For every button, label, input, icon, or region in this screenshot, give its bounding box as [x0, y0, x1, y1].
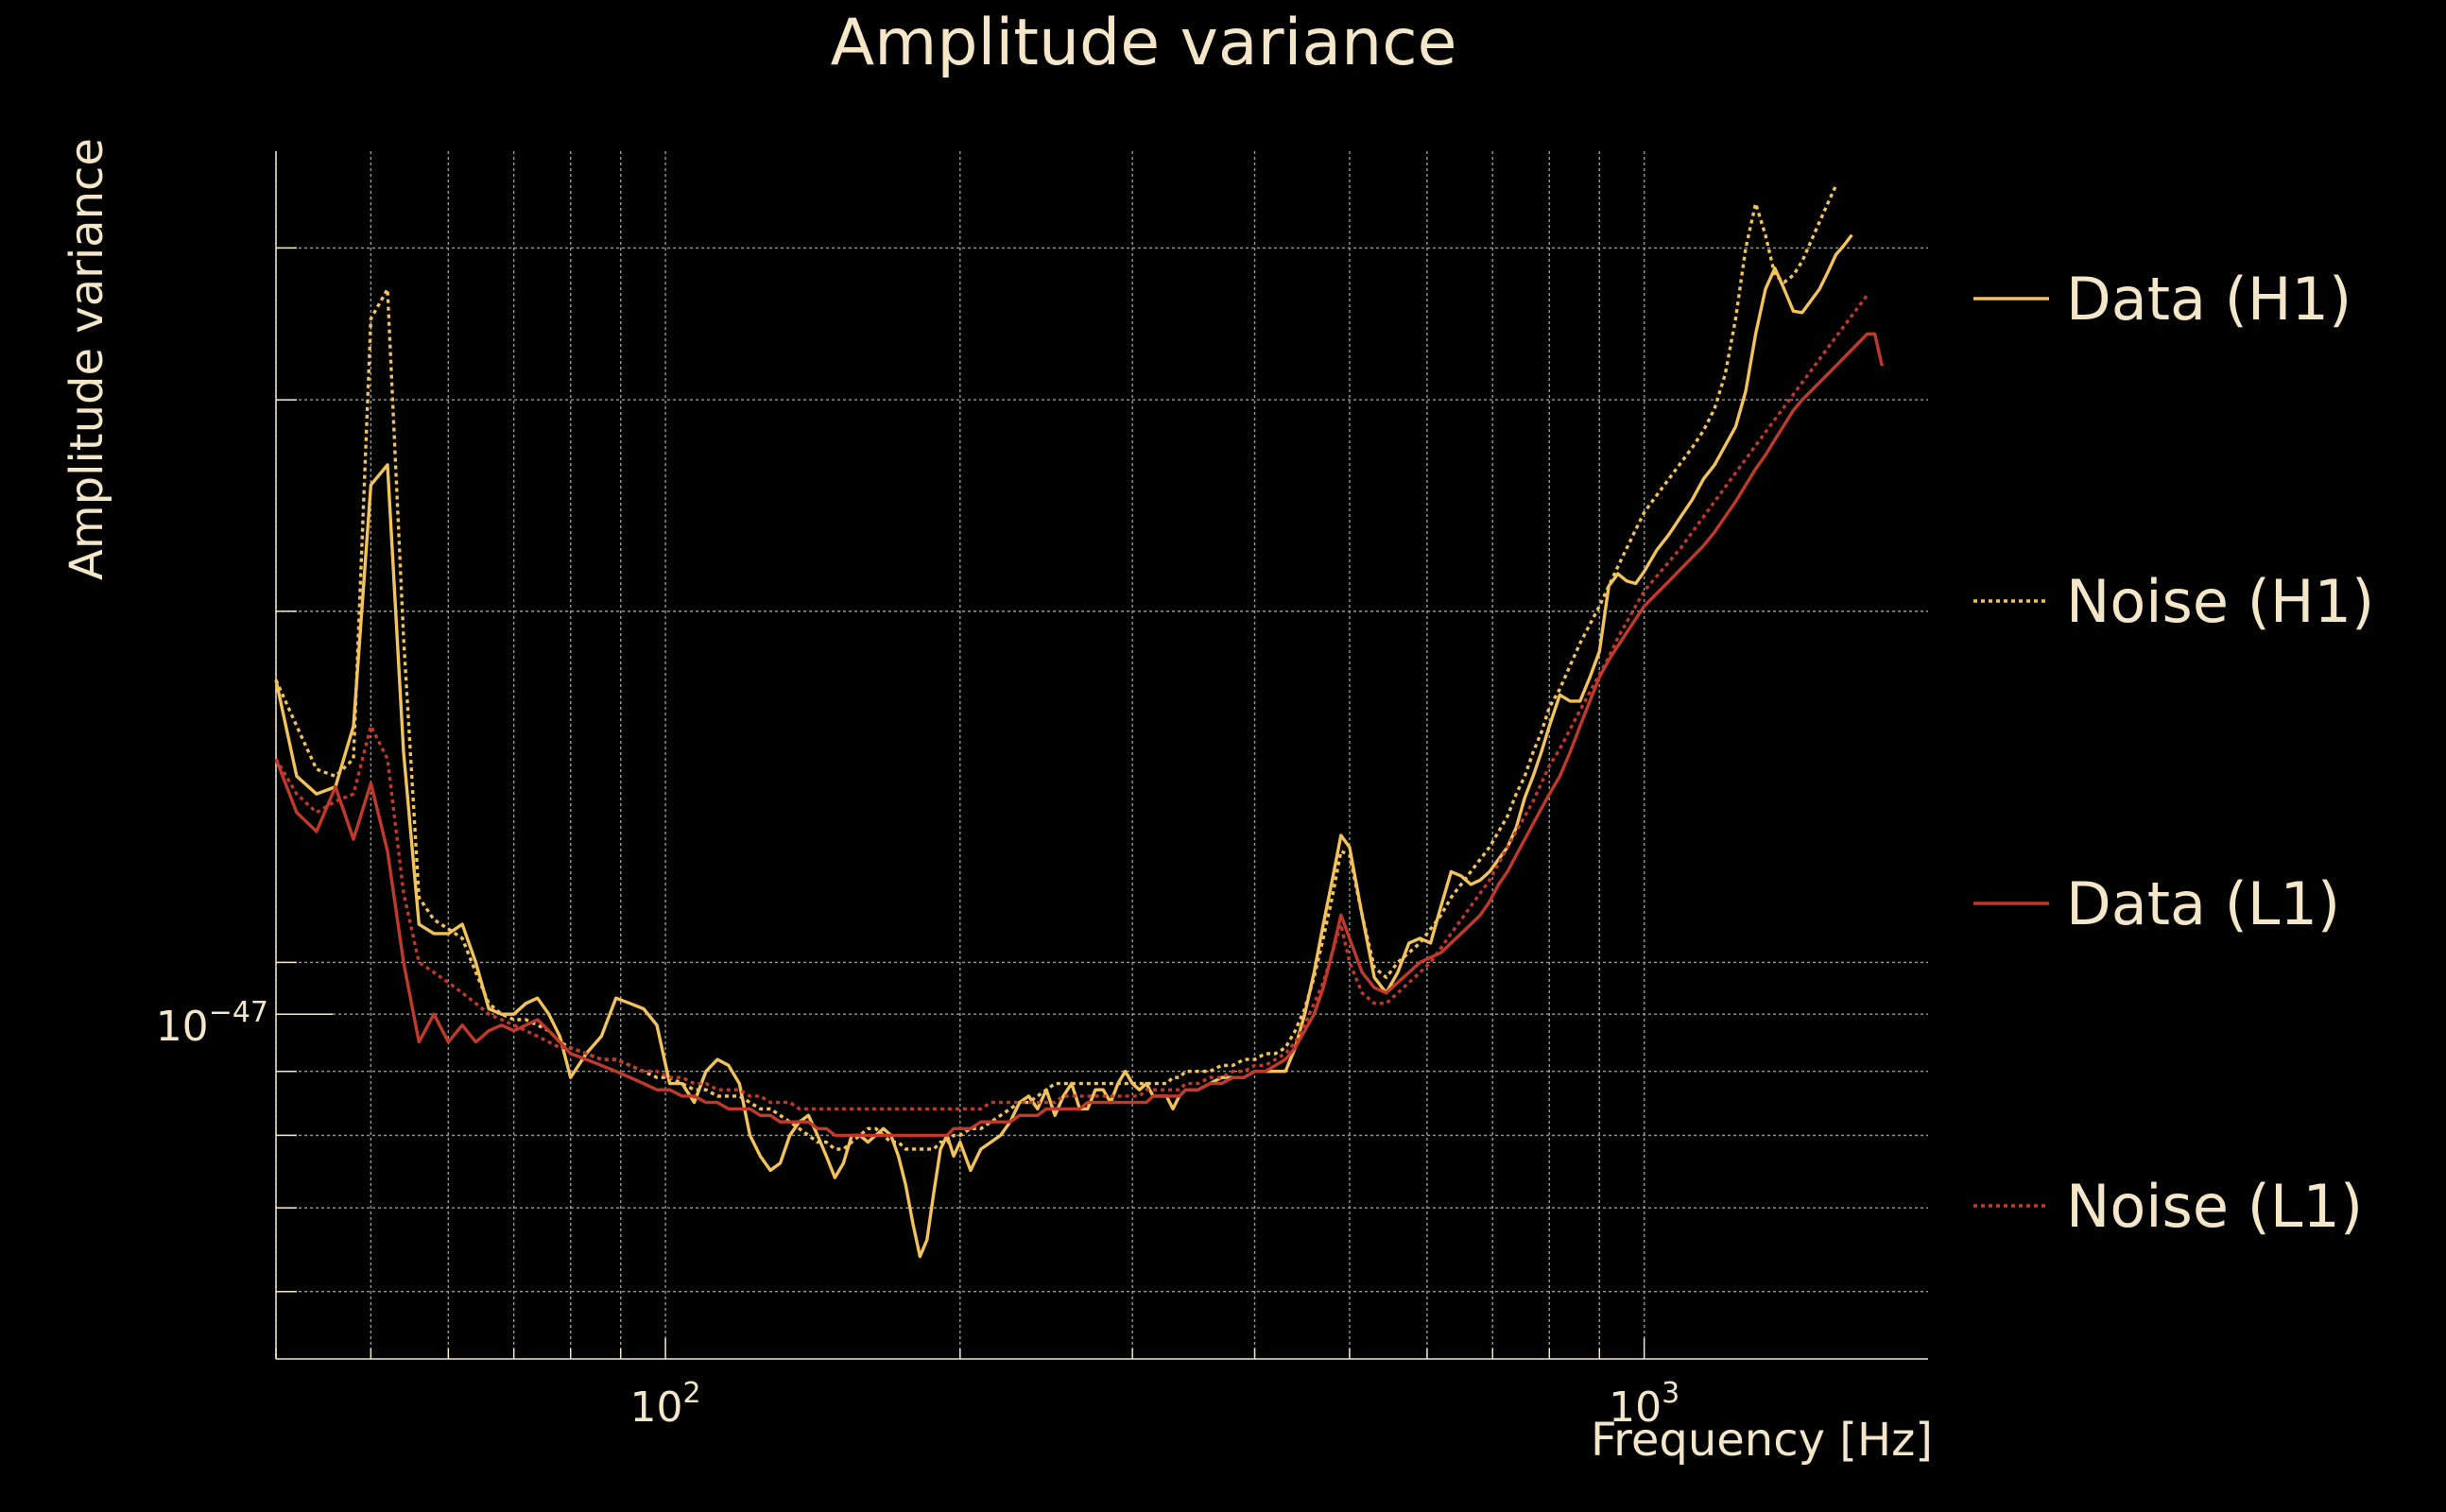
x-tick-label: 102 — [630, 1377, 701, 1432]
y-tick-label: 10−47 — [156, 996, 268, 1051]
chart-title: Amplitude variance — [831, 6, 1457, 80]
legend: Data (H1) Noise (H1) Data (L1) Noise (L1) — [1973, 265, 2374, 1241]
plot-area — [274, 184, 1884, 1259]
axes — [275, 151, 1928, 1360]
x-tick-label: 103 — [1609, 1377, 1679, 1432]
series-line-noise-h1 — [274, 184, 1838, 1151]
legend-label-noise-h1: Noise (H1) — [2066, 567, 2374, 636]
tick-labels: 102 103 10−47 — [156, 996, 1680, 1432]
y-axis-label: Amplitude variance — [60, 138, 113, 580]
grid — [275, 151, 1928, 1359]
series-line-data-l1 — [274, 332, 1884, 1138]
x-axis-label: Frequency [Hz] — [1591, 1414, 1933, 1467]
legend-label-data-h1: Data (H1) — [2066, 265, 2351, 334]
legend-label-data-l1: Data (L1) — [2066, 869, 2340, 938]
legend-label-noise-l1: Noise (L1) — [2066, 1172, 2363, 1241]
